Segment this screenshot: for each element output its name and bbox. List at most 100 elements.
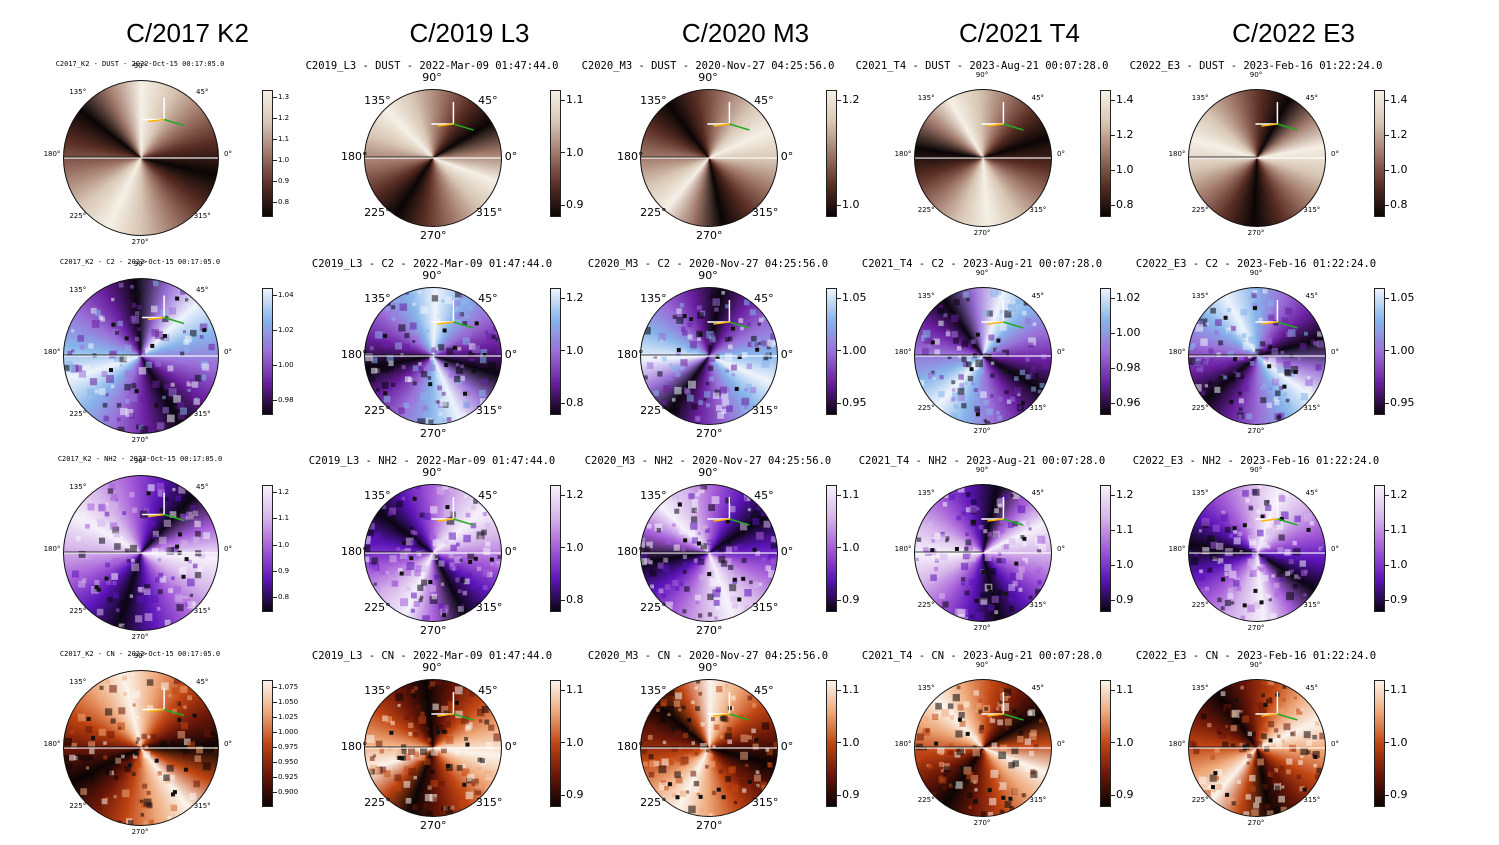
- polar-map: [640, 287, 778, 425]
- panel-title: C2019_L3 - CN - 2022-Mar-09 01:47:44.0: [311, 650, 553, 662]
- comet-title: C/2020 M3: [681, 18, 810, 48]
- comet-title: C/2021 T4: [959, 18, 1080, 48]
- colorbar-tick-label: 1.4: [1111, 93, 1134, 106]
- polar-angle-label: 270°: [1247, 819, 1265, 827]
- polar-angle-label: 225°: [1191, 600, 1209, 609]
- colorbar-tick-label: 1.00: [273, 361, 294, 369]
- polar-angle-label: 135°: [364, 292, 391, 306]
- panel-title: C2021_T4 - C2 - 2023-Aug-21 00:07:28.0: [861, 258, 1103, 270]
- colorbar-tick-label: 0.9: [1111, 593, 1134, 606]
- polar-angle-label: 315°: [751, 403, 779, 417]
- polar-angle-label: 45°: [754, 292, 774, 306]
- comet-column: C/2022 E3 C2022_E3 - DUST - 2023-Feb-16 0…: [1130, 0, 1441, 845]
- polar-angle-label: 180°: [1168, 740, 1186, 748]
- comet-title: C/2017 K2: [126, 18, 249, 48]
- polar-panel: C2022_E3 - DUST - 2023-Feb-16 01:22:24.0…: [1130, 60, 1441, 255]
- panel-title: C2020_M3 - NH2 - 2020-Nov-27 04:25:56.0: [584, 455, 832, 467]
- polar-angle-label: 0°: [504, 740, 518, 753]
- colorbar-tick-label: 1.0: [561, 735, 584, 749]
- colorbar-tick-label: 1.050: [272, 698, 299, 706]
- colorbar-tick-label: 1.4: [1385, 93, 1408, 106]
- polar-map: [640, 89, 778, 227]
- polar-angle-label: 225°: [1191, 205, 1209, 214]
- polar-angle-label: 135°: [1191, 489, 1209, 498]
- comet-column: C/2019 L3 C2019_L3 - DUST - 2022-Mar-09 0…: [306, 0, 617, 845]
- polar-map: [914, 679, 1052, 817]
- panel-title: C2022_E3 - NH2 - 2023-Feb-16 01:22:24.0: [1132, 455, 1380, 467]
- polar-angle-label: 45°: [196, 482, 209, 491]
- polar-angle-label: 270°: [973, 229, 991, 237]
- polar-angle-label: 90°: [1249, 71, 1263, 79]
- polar-angle-label: 90°: [698, 71, 718, 84]
- polar-angle-label: 90°: [133, 62, 147, 70]
- polar-angle-label: 0°: [780, 545, 794, 558]
- panel-title: C2021_T4 - CN - 2023-Aug-21 00:07:28.0: [861, 650, 1103, 662]
- polar-angle-label: 270°: [973, 624, 991, 632]
- colorbar-tick-label: 0.8: [1385, 198, 1408, 211]
- polar-angle-label: 0°: [504, 348, 518, 361]
- polar-angle-label: 45°: [196, 87, 209, 96]
- polar-angle-label: 45°: [1305, 94, 1319, 103]
- colorbar-tick-label: 1.000: [272, 728, 299, 736]
- polar-angle-label: 90°: [422, 466, 442, 479]
- polar-panel: C2022_E3 - NH2 - 2023-Feb-16 01:22:24.0 9…: [1133, 455, 1441, 650]
- polar-angle-label: 0°: [224, 348, 232, 356]
- polar-angle-label: 0°: [1331, 545, 1339, 553]
- colorbar-tick-label: 1.05: [1385, 291, 1415, 304]
- polar-angle-label: 225°: [69, 212, 87, 221]
- polar-angle-label: 315°: [475, 403, 503, 417]
- colorbar-tick-label: 1.0: [837, 735, 860, 749]
- polar-angle-label: 135°: [917, 489, 935, 498]
- polar-angle-label: 225°: [364, 795, 391, 809]
- colorbar-tick-label: 0.925: [272, 773, 299, 781]
- polar-angle-label: 90°: [133, 652, 147, 660]
- polar-angle-label: 45°: [754, 684, 774, 698]
- polar-map: [1188, 287, 1326, 425]
- polar-panel: C2020_M3 - C2 - 2020-Nov-27 04:25:56.0 90…: [588, 258, 893, 453]
- polar-angle-label: 315°: [751, 600, 779, 614]
- polar-map: [63, 475, 219, 631]
- polar-angle-label: 0°: [224, 150, 232, 158]
- colorbar-tick-label: 1.00: [1385, 343, 1415, 357]
- colorbar-tick-label: 1.0: [272, 540, 290, 549]
- colorbar: [1100, 90, 1111, 217]
- polar-angle-label: 45°: [754, 94, 774, 108]
- polar-panel: C2019_L3 - CN - 2022-Mar-09 01:47:44.0 90…: [312, 650, 617, 845]
- colorbar-tick-label: 0.900: [272, 788, 299, 796]
- polar-angle-label: 45°: [196, 285, 209, 294]
- polar-angle-label: 315°: [1029, 403, 1047, 412]
- panel-title: C2017_K2 - C2 - 2022-Oct-15 00:17:05.0: [59, 258, 221, 266]
- colorbar: [262, 485, 273, 612]
- polar-angle-label: 315°: [1029, 795, 1047, 804]
- colorbar-tick-label: 0.9: [1385, 788, 1408, 801]
- colorbar-tick-label: 1.2: [561, 291, 584, 304]
- polar-angle-label: 270°: [696, 819, 723, 832]
- colorbar-tick-label: 1.04: [273, 291, 294, 299]
- colorbar: [826, 288, 837, 415]
- polar-angle-label: 315°: [475, 600, 503, 614]
- polar-angle-label: 270°: [131, 436, 149, 444]
- polar-angle-label: 0°: [1057, 150, 1065, 158]
- colorbar-tick-label: 0.8: [1111, 198, 1134, 211]
- polar-angle-label: 135°: [1191, 684, 1209, 693]
- polar-angle-label: 0°: [504, 545, 518, 558]
- polar-angle-label: 180°: [617, 348, 644, 361]
- polar-angle-label: 45°: [1031, 292, 1045, 301]
- polar-angle-label: 180°: [617, 740, 644, 753]
- colorbar-tick-label: 1.2: [272, 114, 290, 122]
- polar-angle-label: 270°: [420, 819, 447, 832]
- colorbar: [550, 288, 561, 415]
- polar-panel: C2017_K2 - C2 - 2022-Oct-15 00:17:05.0 90…: [40, 258, 335, 453]
- polar-angle-label: 225°: [364, 205, 391, 219]
- polar-angle-label: 45°: [196, 677, 209, 686]
- polar-angle-label: 270°: [131, 238, 149, 246]
- polar-angle-label: 0°: [1331, 348, 1339, 356]
- polar-angle-label: 180°: [1168, 545, 1186, 553]
- polar-angle-label: 180°: [43, 545, 61, 553]
- colorbar-tick-label: 0.96: [1111, 396, 1141, 409]
- polar-angle-label: 225°: [640, 600, 667, 614]
- colorbar-tick-label: 1.0: [837, 540, 860, 554]
- polar-angle-label: 45°: [478, 489, 498, 503]
- polar-angle-label: 315°: [751, 205, 779, 219]
- polar-angle-label: 225°: [364, 403, 391, 417]
